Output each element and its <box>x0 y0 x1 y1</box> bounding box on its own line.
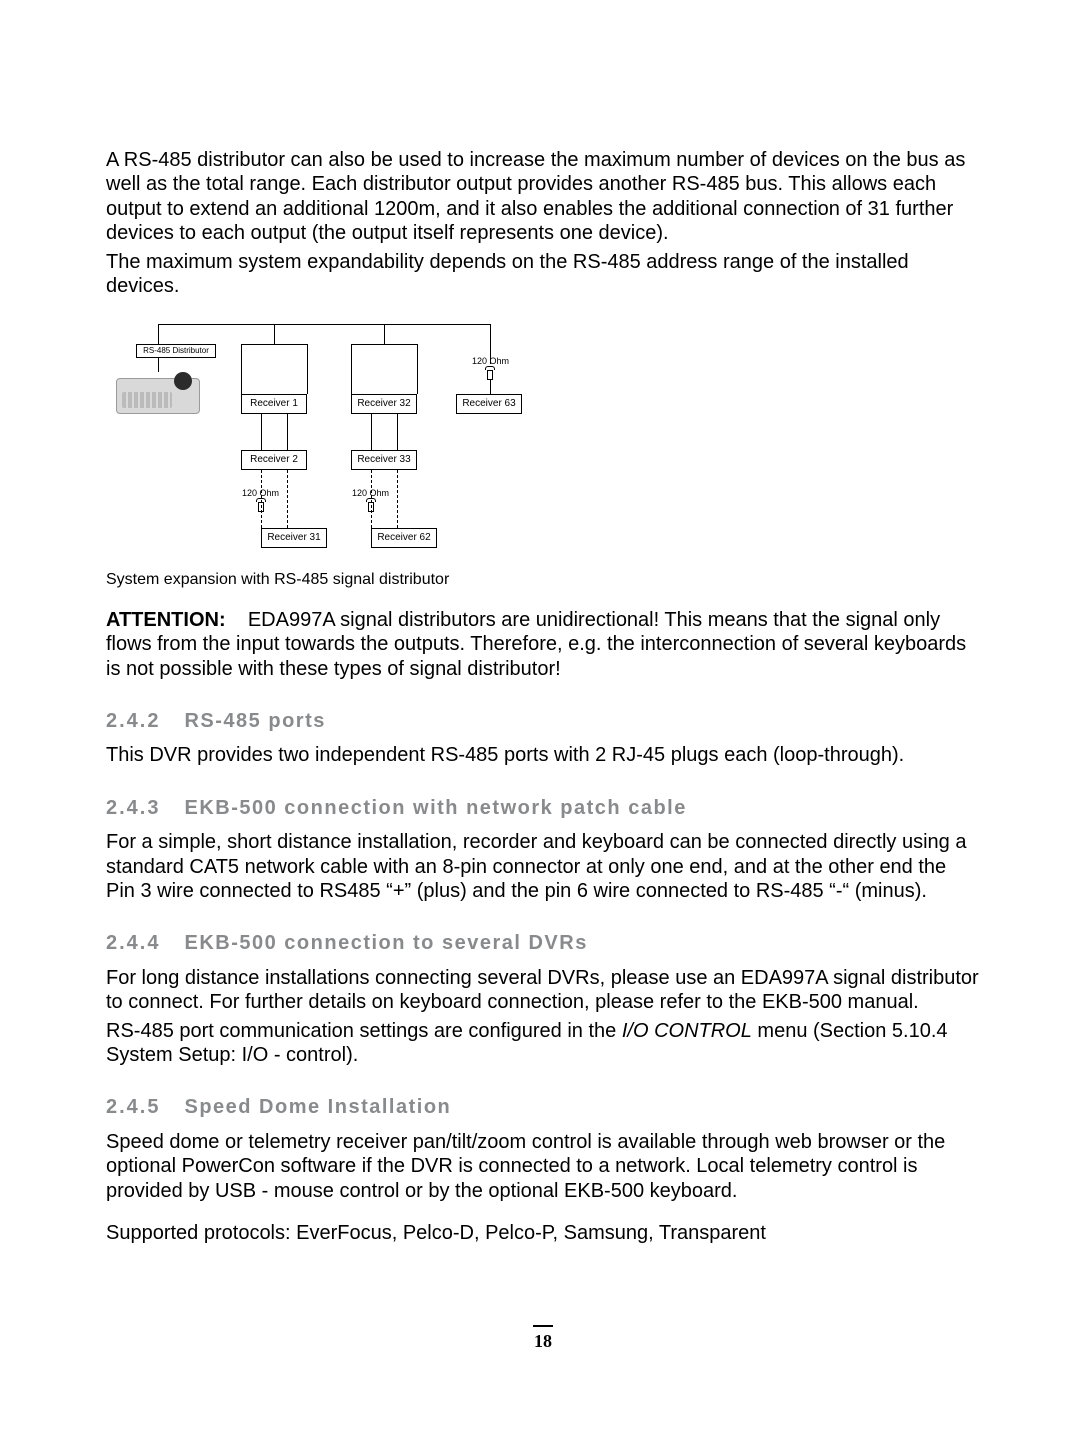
heading-245-title: Speed Dome Installation <box>184 1096 451 1118</box>
heading-242-num: 2.4.2 <box>106 710 160 732</box>
resistor-icon <box>256 498 266 512</box>
heading-245-num: 2.4.5 <box>106 1096 160 1118</box>
body-244-2: RS-485 port communication settings are c… <box>106 1019 980 1068</box>
heading-242-title: RS-485 ports <box>184 710 325 732</box>
receiver-1-box: Receiver 1 <box>241 394 307 414</box>
receiver-63-box: Receiver 63 <box>456 394 522 414</box>
body-244-2a: RS-485 port communication settings are c… <box>106 1020 622 1042</box>
receiver-62-box: Receiver 62 <box>371 528 437 548</box>
attention-text: EDA997A signal distributors are unidirec… <box>106 609 966 680</box>
body-244-2b: I/O CONTROL <box>622 1020 752 1042</box>
receiver-33-box: Receiver 33 <box>351 450 417 470</box>
resistor-icon <box>485 366 495 380</box>
receiver-32-box: Receiver 32 <box>351 394 417 414</box>
attention-paragraph: ATTENTION: EDA997A signal distributors a… <box>106 608 980 681</box>
page: A RS-485 distributor can also be used to… <box>0 0 1080 1434</box>
body-242: This DVR provides two independent RS-485… <box>106 743 980 767</box>
intro-paragraph-2: The maximum system expandability depends… <box>106 250 980 299</box>
intro-paragraph-1: A RS-485 distributor can also be used to… <box>106 148 980 246</box>
heading-243-title: EKB-500 connection with network patch ca… <box>184 797 686 819</box>
body-244-1: For long distance installations connecti… <box>106 966 980 1015</box>
keyboard-icon <box>116 372 200 414</box>
heading-244: 2.4.4 EKB-500 connection to several DVRs <box>106 931 980 955</box>
page-number: 18 <box>534 1331 552 1351</box>
heading-245: 2.4.5 Speed Dome Installation <box>106 1095 980 1119</box>
page-number-bar <box>533 1325 553 1327</box>
resistor-icon <box>366 498 376 512</box>
heading-242: 2.4.2 RS-485 ports <box>106 709 980 733</box>
distributor-box: RS-485 Distributor <box>136 344 216 358</box>
heading-244-num: 2.4.4 <box>106 932 160 954</box>
heading-243-num: 2.4.3 <box>106 797 160 819</box>
receiver-31-box: Receiver 31 <box>261 528 327 548</box>
body-243: For a simple, short distance installatio… <box>106 830 980 903</box>
attention-label: ATTENTION: <box>106 609 226 631</box>
diagram-caption: System expansion with RS-485 signal dist… <box>106 570 980 590</box>
body-245-2: Supported protocols: EverFocus, Pelco-D,… <box>106 1221 980 1245</box>
heading-243: 2.4.3 EKB-500 connection with network pat… <box>106 796 980 820</box>
heading-244-title: EKB-500 connection to several DVRs <box>184 932 587 954</box>
receiver-2-box: Receiver 2 <box>241 450 307 470</box>
rs485-diagram: RS-485 Distributor 120 Ohm Receiver 1 Re… <box>106 316 546 566</box>
body-245-1: Speed dome or telemetry receiver pan/til… <box>106 1130 980 1203</box>
page-number-block: 18 <box>106 1325 980 1353</box>
